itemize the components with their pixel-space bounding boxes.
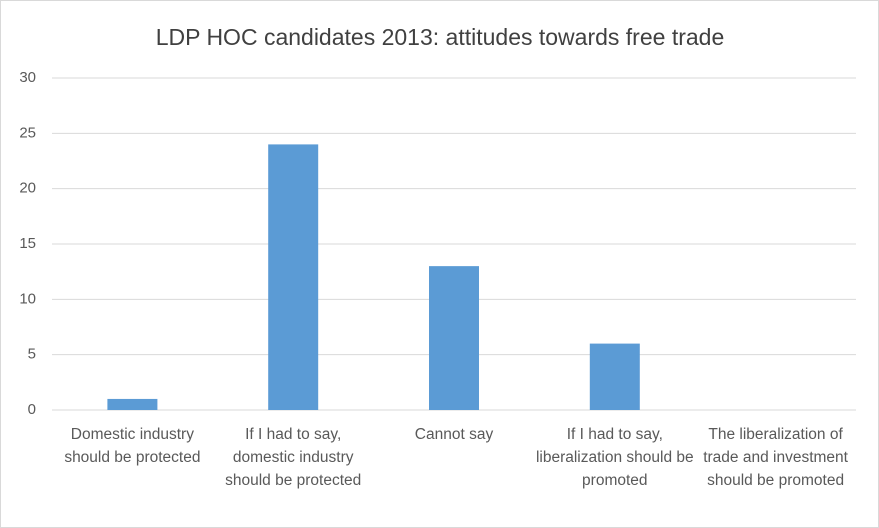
bar [429,266,479,410]
y-tick-label: 30 [19,69,36,86]
x-tick-label: If I had to say, liberalization should b… [535,426,694,489]
y-tick-label: 20 [19,180,36,197]
y-tick-label: 5 [28,346,36,363]
y-tick-label: 0 [28,401,36,418]
x-tick-label: Domestic industry should be protected [64,426,201,466]
bar [107,398,158,410]
y-tick-label: 15 [19,235,36,252]
bar [268,144,319,410]
y-tick-label: 25 [19,124,36,141]
x-tick-label: The liberalization of trade and investme… [703,426,848,489]
bar [589,343,640,410]
y-tick-label: 10 [19,290,36,307]
x-tick-label: Cannot say [414,426,494,443]
x-tick-label: If I had to say, domestic industry shoul… [225,426,362,489]
chart-title: LDP HOC candidates 2013: attitudes towar… [156,24,725,50]
